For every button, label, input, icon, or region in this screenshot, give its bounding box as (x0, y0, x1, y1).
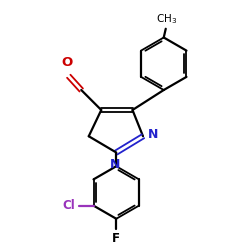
Text: N: N (110, 158, 120, 171)
Text: F: F (112, 232, 120, 245)
Text: Cl: Cl (62, 199, 75, 212)
Text: O: O (61, 56, 72, 69)
Text: N: N (148, 128, 158, 141)
Text: CH$_3$: CH$_3$ (156, 12, 178, 26)
